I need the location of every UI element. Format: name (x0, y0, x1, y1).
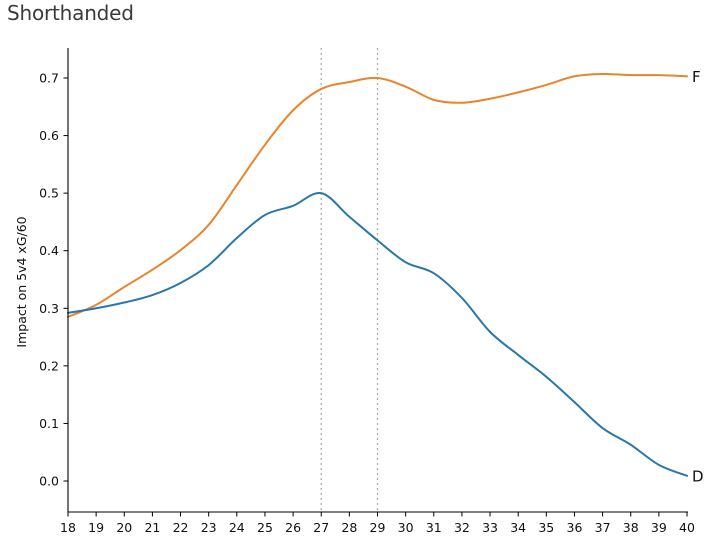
x-tick-label: 32 (454, 520, 470, 535)
x-tick-label: 37 (595, 520, 611, 535)
x-tick-label: 22 (173, 520, 189, 535)
series-lines (67, 72, 688, 477)
x-tick-label: 28 (341, 520, 357, 535)
x-tick-label: 23 (201, 520, 217, 535)
x-tick-label: 34 (510, 520, 526, 535)
y-tick-label: 0.6 (39, 128, 59, 143)
y-tick-label: 0.2 (39, 358, 59, 373)
x-tick-label: 36 (567, 520, 583, 535)
x-tick-label: 19 (88, 520, 104, 535)
y-ticks: 0.0 0.1 0.2 0.3 0.4 0.5 0.6 0.7 (39, 71, 68, 489)
x-tick-label: 21 (144, 520, 160, 535)
y-tick-label: 0.1 (39, 416, 59, 431)
x-tick-label: 35 (538, 520, 554, 535)
series-end-labels: FD (692, 68, 704, 486)
y-tick-label: 0.0 (39, 474, 59, 489)
x-tick-label: 27 (313, 520, 329, 535)
series-line-F (67, 72, 688, 318)
x-tick-label: 33 (482, 520, 498, 535)
series-label-F: F (692, 68, 701, 86)
x-tick-label: 31 (426, 520, 442, 535)
x-tick-label: 25 (257, 520, 273, 535)
y-tick-label: 0.4 (39, 243, 59, 258)
x-tick-label: 29 (370, 520, 386, 535)
y-axis-label: Impact on 5v4 xG/60 (14, 216, 29, 347)
y-tick-label: 0.7 (39, 71, 59, 86)
x-tick-label: 40 (679, 520, 695, 535)
x-ticks: 18 19 20 21 22 23 24 25 26 27 28 29 30 31 32 33 34 35 36 37… (60, 512, 695, 535)
x-tick-label: 24 (229, 520, 245, 535)
chart-title: Shorthanded (7, 1, 134, 25)
x-tick-label: 30 (398, 520, 414, 535)
series-line-D (67, 192, 688, 477)
x-tick-label: 38 (623, 520, 639, 535)
x-tick-label: 39 (651, 520, 667, 535)
x-tick-label: 18 (60, 520, 76, 535)
reference-lines (320, 48, 379, 512)
x-tick-label: 20 (116, 520, 132, 535)
y-tick-label: 0.3 (39, 301, 59, 316)
y-tick-label: 0.5 (39, 186, 59, 201)
series-label-D: D (692, 467, 704, 485)
axes: 0.0 0.1 0.2 0.3 0.4 0.5 0.6 0.7 18 19 20 21 22 23 24 2… (39, 48, 695, 535)
x-tick-label: 26 (285, 520, 301, 535)
